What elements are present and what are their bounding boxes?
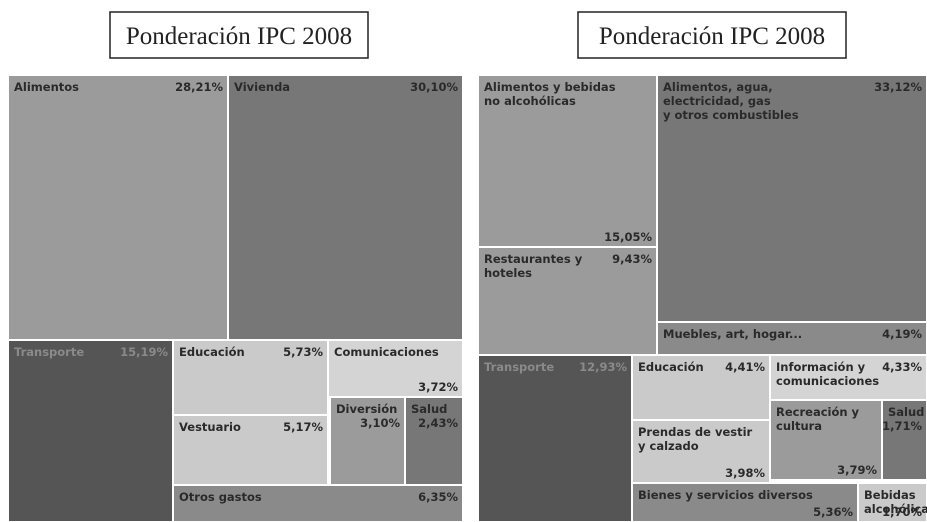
- treemap-cell: [172, 339, 329, 416]
- value-label: 9,43%: [612, 252, 652, 266]
- title-box: [109, 11, 369, 59]
- value-label: 3,10%: [360, 416, 400, 430]
- chart-title: Ponderación IPC 2008: [126, 23, 352, 50]
- value-label: 3,98%: [725, 466, 765, 480]
- cell-label: Alimentos, agua, electricidad, gas y otros…: [663, 80, 799, 122]
- treemap-cell: [172, 484, 464, 522]
- value-label: 4,41%: [725, 360, 765, 374]
- value-label: 30,10%: [410, 80, 458, 94]
- treemap-cell: [7, 339, 174, 522]
- title-box: [577, 11, 847, 59]
- value-label: 1,70%: [882, 505, 922, 519]
- cell-label: Educación: [179, 345, 245, 359]
- treemap-cell: [769, 399, 883, 481]
- value-label: 12,93%: [579, 360, 627, 374]
- value-label: 2,43%: [418, 416, 458, 430]
- treemap-cell: [327, 339, 464, 398]
- cell-label: Alimentos y bebidas no alcohólicas: [484, 80, 616, 108]
- cell-label: Salud: [888, 405, 924, 419]
- value-label: 15,05%: [604, 230, 652, 244]
- cell-label: Diversión: [336, 402, 397, 416]
- treemap-cell: [227, 74, 464, 341]
- value-label: 5,17%: [283, 420, 323, 434]
- cell-label: Recreación y cultura: [776, 405, 860, 433]
- chart-title: Ponderación IPC 2008: [599, 23, 825, 50]
- value-label: 5,36%: [813, 505, 853, 519]
- cell-label: Salud: [411, 402, 447, 416]
- treemap-cell: [7, 74, 229, 341]
- value-label: 4,33%: [882, 360, 922, 374]
- cell-label: Bebidasalcohólicas: [864, 488, 927, 516]
- cell-label: Otros gastos: [179, 490, 262, 504]
- cell-label: Transporte: [14, 345, 84, 359]
- treemap-cell: [631, 354, 771, 421]
- treemap-cell: [881, 399, 927, 481]
- cell-label: Vivienda: [234, 80, 290, 94]
- treemap-cell: [329, 396, 406, 486]
- value-label: 6,35%: [418, 490, 458, 504]
- value-label: 3,79%: [837, 463, 877, 477]
- cell-label: Muebles, art, hogar...: [663, 327, 802, 341]
- value-label: 3,72%: [418, 380, 458, 394]
- value-label: 4,19%: [882, 327, 922, 341]
- treemap-cell: [477, 246, 658, 356]
- cell-label: Educación: [638, 360, 704, 374]
- value-label: 5,73%: [283, 345, 323, 359]
- cell-label: Bienes y servicios diversos: [638, 488, 813, 502]
- treemap-cell: [631, 482, 859, 522]
- cell-label: Prendas de vestir y calzado: [638, 425, 753, 453]
- value-label: 15,19%: [120, 345, 168, 359]
- value-label: 1,71%: [882, 419, 922, 433]
- cell-label: Alimentos: [14, 80, 79, 94]
- cell-label: Comunicaciones: [334, 345, 439, 359]
- treemap-cell: [656, 74, 927, 323]
- treemap-cell: [656, 321, 927, 356]
- cell-label: Restaurantes y hoteles: [484, 252, 583, 280]
- treemap-cell: [769, 354, 927, 401]
- value-label: 28,21%: [175, 80, 223, 94]
- cell-label: Vestuario: [179, 420, 241, 434]
- treemap-cell: [857, 482, 927, 522]
- treemap-cell: [477, 354, 633, 522]
- cell-label: Transporte: [484, 360, 554, 374]
- cell-label: Información y comunicaciones: [776, 360, 879, 388]
- value-label: 33,12%: [874, 80, 922, 94]
